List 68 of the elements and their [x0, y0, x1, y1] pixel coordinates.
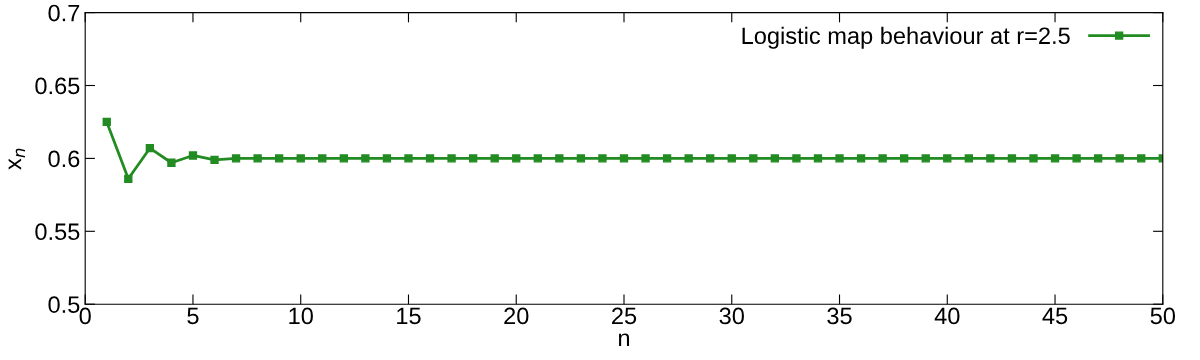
x-tick-label: 35	[827, 307, 852, 325]
point	[662, 154, 672, 163]
point	[727, 154, 736, 163]
y-tick-label: 0.7	[48, 4, 80, 22]
point	[188, 151, 198, 160]
point	[1137, 154, 1146, 163]
point	[943, 154, 952, 163]
point	[1115, 154, 1124, 163]
point	[447, 154, 456, 163]
point	[210, 155, 219, 165]
point	[167, 158, 176, 167]
y-tick-label: 0.6	[48, 150, 80, 168]
point	[318, 154, 327, 163]
point	[231, 154, 241, 163]
x-tick-label: 50	[1150, 307, 1176, 325]
point	[835, 154, 844, 163]
point	[1029, 154, 1038, 163]
point	[921, 154, 930, 163]
x-tick-label: 40	[934, 307, 960, 325]
point	[275, 154, 284, 163]
y-axis-title: x$_{n}$	[8, 148, 25, 170]
x-tick-label: 15	[397, 307, 421, 325]
point	[813, 154, 823, 163]
point	[856, 154, 866, 163]
point	[1072, 154, 1081, 163]
x-tick-label: 20	[504, 307, 529, 325]
point	[361, 154, 370, 163]
y-tick-label: 0.5	[48, 296, 80, 313]
point	[512, 154, 521, 163]
point	[490, 154, 499, 163]
point	[102, 117, 111, 127]
x-tick-label: 0	[79, 307, 91, 325]
point	[1093, 154, 1103, 163]
point	[749, 154, 758, 163]
x-tick-label: 5	[187, 307, 199, 325]
point	[964, 154, 973, 163]
x-tick-label: 30	[719, 307, 744, 325]
point	[1007, 154, 1017, 163]
point	[792, 154, 801, 163]
point	[706, 154, 715, 163]
point	[986, 154, 995, 163]
x-tick-label: 45	[1042, 307, 1068, 325]
point	[598, 154, 607, 163]
point	[878, 154, 887, 163]
point	[404, 154, 413, 163]
point	[533, 154, 542, 163]
point	[1050, 154, 1060, 163]
x-tick-label: 10	[289, 307, 313, 325]
legend-label: Logistic map behaviour at r=2.5	[742, 26, 1070, 49]
point	[900, 154, 909, 163]
x-axis-title: n	[619, 333, 630, 347]
y-tick-label: 0.65	[35, 77, 80, 95]
point	[124, 174, 133, 183]
point	[770, 154, 780, 163]
point	[425, 154, 435, 163]
point	[555, 154, 564, 163]
y-tick-label: 0.55	[35, 223, 80, 241]
point	[145, 144, 155, 153]
point	[253, 154, 262, 163]
point	[296, 154, 305, 163]
point	[468, 154, 478, 163]
point	[619, 154, 629, 163]
point	[684, 154, 693, 163]
point	[382, 154, 392, 163]
x-tick-label: 25	[612, 307, 637, 325]
point	[576, 154, 586, 163]
point	[339, 154, 348, 163]
point	[641, 154, 650, 163]
